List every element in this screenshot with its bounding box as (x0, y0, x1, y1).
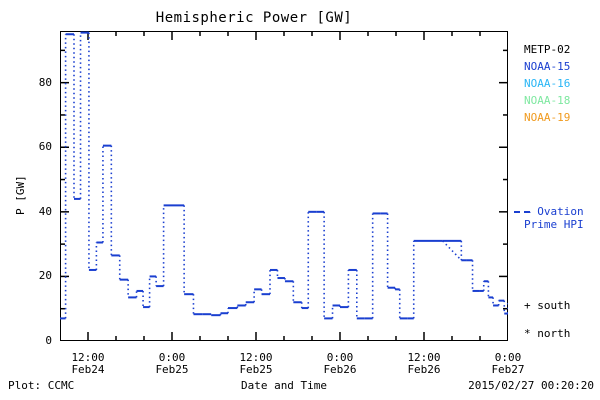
x-tick-label: 0:00 Feb27 (473, 352, 543, 376)
ovation-line-sample (514, 211, 530, 213)
legend-item-noaa-16: NOAA-16 (524, 77, 571, 90)
satellite-legend: METP-02 NOAA-15 NOAA-16 NOAA-18 NOAA-19 (524, 41, 570, 126)
marker-legend-north: * north (524, 327, 571, 340)
x-tick-date: Feb25 (155, 363, 189, 376)
x-tick-label: 0:00 Feb25 (137, 352, 207, 376)
x-tick-date: Feb27 (491, 363, 525, 376)
x-tick-date: Feb25 (239, 363, 273, 376)
plot-credit: Plot: CCMC (8, 379, 75, 392)
y-tick-label: 80 (38, 75, 52, 89)
x-tick-time: 0:00 (158, 351, 186, 364)
x-tick-time: 0:00 (326, 351, 354, 364)
ovation-legend-line2: Prime HPI (524, 218, 584, 231)
x-tick-label: 12:00 Feb26 (389, 352, 459, 376)
x-tick-time: 0:00 (494, 351, 522, 364)
plot-frame (60, 31, 508, 341)
x-tick-label: 12:00 Feb25 (221, 352, 291, 376)
y-tick-label: 60 (38, 140, 52, 154)
x-tick-time: 12:00 (239, 351, 273, 364)
marker-legend-south: + south (524, 299, 571, 312)
x-tick-time: 12:00 (407, 351, 441, 364)
timestamp: 2015/02/27 00:20:20 (468, 379, 594, 392)
page-title: Hemispheric Power [GW] (155, 10, 353, 26)
legend-item-noaa-19: NOAA-19 (524, 111, 571, 124)
x-tick-date: Feb26 (407, 363, 441, 376)
x-tick-label: 0:00 Feb26 (305, 352, 375, 376)
y-tick-label: 20 (38, 269, 52, 283)
x-axis-label: Date and Time (240, 379, 328, 392)
legend-item-noaa-15: NOAA-15 (524, 60, 571, 73)
x-tick-label: 12:00 Feb24 (53, 352, 123, 376)
legend-item-noaa-18: NOAA-18 (524, 94, 571, 107)
ovation-legend-line1: — Ovation (524, 205, 584, 218)
x-tick-time: 12:00 (71, 351, 105, 364)
y-tick-label: 40 (38, 204, 52, 218)
x-tick-date: Feb26 (323, 363, 357, 376)
plot-canvas (60, 31, 508, 341)
x-tick-date: Feb24 (71, 363, 105, 376)
ovation-legend: — Ovation Prime HPI (524, 205, 584, 231)
legend-item-metp-02: METP-02 (524, 43, 571, 56)
y-tick-label: 0 (45, 334, 52, 347)
